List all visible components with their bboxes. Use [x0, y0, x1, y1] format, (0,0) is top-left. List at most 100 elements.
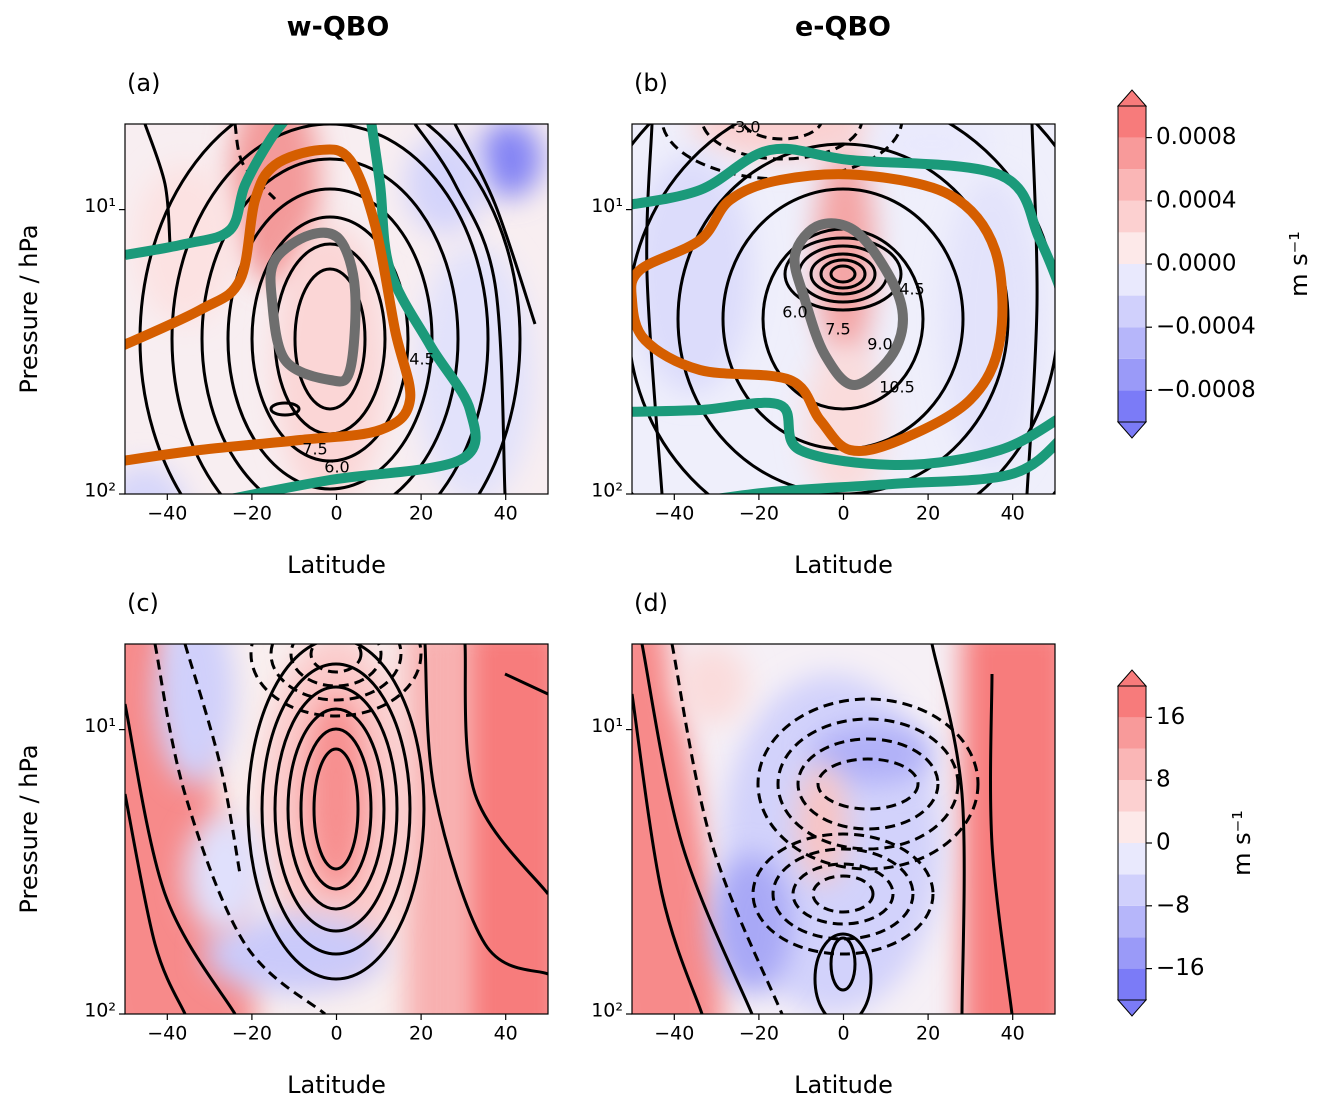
contour-line — [809, 252, 877, 296]
colorbar-band — [1118, 717, 1146, 749]
y-tick-label: 10² — [84, 480, 116, 502]
y-tick-label: 10² — [84, 1000, 116, 1022]
contour-line — [250, 215, 410, 463]
contour-line — [771, 847, 915, 941]
x-tick-label: −40 — [147, 503, 187, 525]
contour-field — [125, 644, 548, 1014]
x-tick-label: −40 — [147, 1023, 187, 1045]
x-tick-label: 20 — [409, 503, 433, 525]
contour-line — [751, 832, 935, 956]
contour-line — [632, 693, 704, 1014]
field-blob — [405, 134, 485, 234]
contour-line — [504, 672, 548, 696]
contour-line — [453, 124, 537, 325]
contour-line — [819, 258, 867, 290]
contour-line — [273, 685, 399, 933]
y-tick-label: 10² — [591, 1000, 623, 1022]
x-axis-label: Latitude — [287, 551, 386, 579]
panel-label: (c) — [127, 589, 159, 617]
colorbar-band — [1118, 811, 1146, 843]
contour-line — [183, 644, 242, 875]
field-blob — [677, 644, 747, 724]
contour-line — [269, 401, 301, 417]
highlight-contour — [789, 218, 908, 390]
field-blob — [962, 644, 1055, 1014]
contour-line — [423, 644, 548, 976]
field-blob — [942, 174, 1042, 474]
colorbar-band — [1118, 169, 1146, 201]
colorbar-band — [1118, 874, 1146, 906]
contour-line — [200, 157, 460, 494]
contour-label: 6.0 — [782, 303, 807, 322]
colorbar-label: m s⁻¹ — [1285, 231, 1313, 297]
colorbar-tick-label: 0.0008 — [1156, 124, 1236, 150]
x-tick-label: 0 — [837, 1023, 849, 1045]
x-tick-label: −40 — [654, 503, 694, 525]
contour-label: 4.5 — [899, 280, 924, 299]
colorbar-band — [1118, 232, 1146, 264]
y-tick-label: 10¹ — [591, 195, 623, 217]
panel: −40 −20 0 20 40 10¹ 10² (b) Latitude -3.0 4.5 6.0 7.… — [591, 69, 1056, 579]
colorbar-tick-label: −8 — [1156, 892, 1190, 918]
contour-label: 7.5 — [825, 320, 850, 339]
x-tick-label: −40 — [654, 1023, 694, 1045]
contour-line — [701, 124, 863, 161]
contour-label: 10.5 — [879, 378, 915, 397]
contour-line — [776, 717, 960, 851]
panel-label: (d) — [634, 589, 668, 617]
panel-label: (a) — [127, 69, 160, 97]
colorbar-extend — [1116, 421, 1148, 439]
field-blob — [125, 464, 184, 494]
panel: −40 −20 0 20 40 10¹ 10² (a) Latitude Pressure / h… — [15, 69, 549, 579]
x-axis-label: Latitude — [794, 1071, 893, 1098]
contour-line — [125, 703, 237, 1014]
panel: −40 −20 0 20 40 10¹ 10² (c) Latitude Pressure / h… — [15, 589, 549, 1098]
colorbar-band — [1118, 937, 1146, 969]
colorbar-band — [1118, 295, 1146, 328]
x-axis-label: Latitude — [794, 551, 893, 579]
contour-label: -3.0 — [729, 118, 760, 137]
y-axis-label: Pressure / hPa — [15, 224, 43, 393]
highlight-contour — [265, 227, 361, 387]
contour-line — [312, 747, 360, 871]
colorbar-tick-label: −16 — [1156, 955, 1205, 981]
colorbar: 16 8 0 −8 −16 m s⁻¹ — [1116, 669, 1256, 1017]
y-tick-label: 10² — [591, 480, 623, 502]
contour-line — [246, 644, 426, 981]
colorbar-band — [1118, 780, 1146, 812]
highlight-contour — [632, 143, 1055, 289]
highlight-contour — [229, 124, 481, 494]
field-blob — [712, 854, 792, 994]
field-blob — [306, 694, 366, 894]
contour-line — [640, 644, 754, 1014]
contour-line — [309, 644, 363, 674]
x-tick-label: −20 — [739, 1023, 779, 1045]
panel-label: (b) — [634, 69, 668, 97]
highlight-contour — [632, 169, 1008, 457]
field-blob — [812, 724, 932, 784]
y-tick-label: 10¹ — [591, 715, 623, 737]
contour-line — [260, 662, 412, 956]
contour-line — [289, 644, 383, 688]
contour-line — [796, 737, 940, 831]
x-tick-label: 0 — [330, 1023, 342, 1045]
colorbar-tick-label: 0.0004 — [1156, 187, 1236, 213]
contour-line — [293, 267, 367, 411]
x-tick-label: −20 — [232, 1023, 272, 1045]
x-tick-label: 40 — [494, 1023, 518, 1045]
colorbar-band — [1118, 327, 1146, 359]
contour-line — [1025, 124, 1039, 494]
contour-line — [153, 644, 326, 1014]
contour-line — [670, 644, 784, 1014]
y-axis-label: Pressure / hPa — [15, 744, 43, 913]
contour-label: 6.0 — [324, 458, 349, 477]
colorbar-label: m s⁻¹ — [1228, 810, 1256, 876]
contour-line — [170, 124, 490, 494]
x-axis-label: Latitude — [287, 1071, 386, 1098]
field-blob — [405, 644, 465, 1014]
x-tick-label: 40 — [1001, 503, 1025, 525]
contour-line — [791, 862, 895, 926]
contour-line — [741, 124, 823, 141]
